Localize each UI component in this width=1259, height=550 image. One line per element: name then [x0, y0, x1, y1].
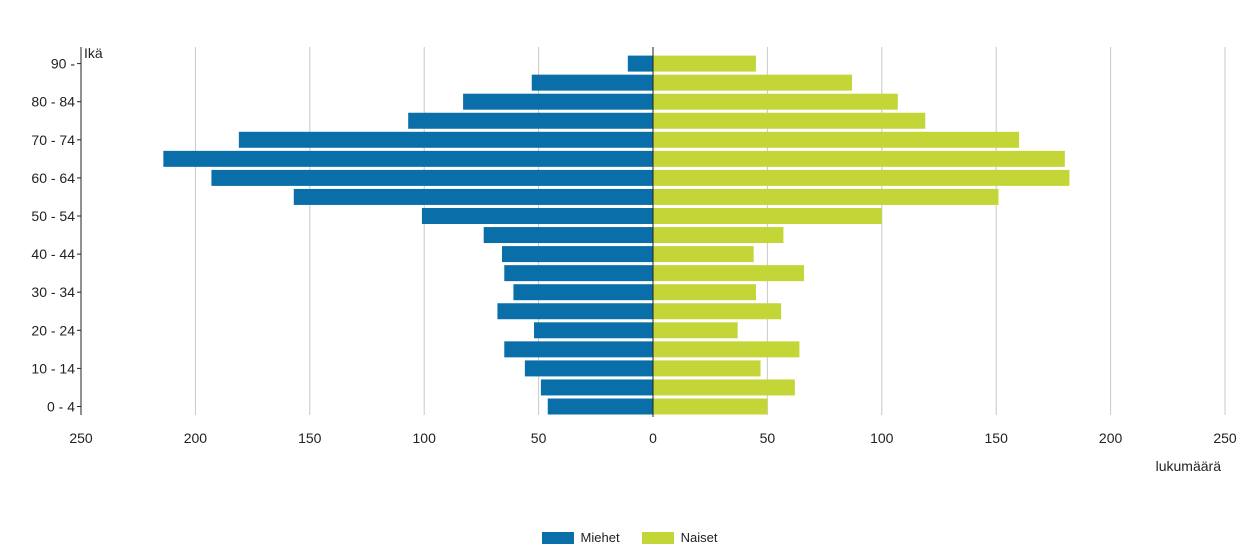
- bar-miehet-25-29[interactable]: [497, 303, 653, 320]
- y-tick-label-6: 30 - 34: [31, 284, 75, 300]
- bar-naiset-60-64[interactable]: [653, 169, 1070, 186]
- x-tick-label-5: 0: [649, 430, 657, 446]
- y-tick-label-14: 70 - 74: [31, 132, 75, 148]
- y-tick-label-2: 10 - 14: [31, 360, 75, 376]
- legend-swatch-naiset: [641, 531, 674, 544]
- x-tick-label-1: 200: [184, 430, 208, 446]
- x-tick-label-0: 250: [69, 430, 93, 446]
- bars-layer: [163, 55, 1070, 415]
- bar-miehet-0-4[interactable]: [547, 398, 653, 415]
- legend-label-miehet: Miehet: [580, 530, 620, 545]
- x-tick-label-9: 200: [1099, 430, 1123, 446]
- text-layer: 0 - 4 10 - 14 20 - 24 30 - 34 40 - 44 50 - 54…: [31, 45, 1236, 474]
- bar-miehet-65-69[interactable]: [163, 150, 653, 167]
- y-tick-label-16: 80 - 84: [31, 94, 75, 110]
- bar-miehet-85-89[interactable]: [531, 74, 653, 91]
- bar-miehet-20-24[interactable]: [534, 322, 653, 339]
- y-axis-title: Ikä: [84, 45, 103, 61]
- x-tick-label-2: 150: [298, 430, 322, 446]
- bar-miehet-45-49[interactable]: [483, 227, 653, 244]
- bar-naiset-35-39[interactable]: [653, 265, 805, 282]
- bar-naiset-50-54[interactable]: [653, 208, 882, 224]
- legend-item-miehet[interactable]: Miehet: [541, 530, 620, 545]
- y-tick-label-4: 20 - 24: [31, 322, 75, 338]
- bar-miehet-35-39[interactable]: [504, 265, 653, 282]
- x-tick-label-8: 150: [985, 430, 1009, 446]
- bar-miehet-40-44[interactable]: [501, 246, 653, 263]
- bar-miehet-10-14[interactable]: [524, 360, 653, 377]
- legend: Miehet Naiset: [0, 530, 1259, 545]
- bar-naiset-65-69[interactable]: [653, 150, 1065, 167]
- x-tick-label-6: 50: [760, 430, 776, 446]
- bar-naiset-0-4[interactable]: [653, 398, 768, 415]
- bar-naiset-70-74[interactable]: [653, 131, 1020, 148]
- bar-naiset-55-59[interactable]: [653, 188, 999, 205]
- x-tick-label-4: 50: [531, 430, 547, 446]
- bar-miehet-55-59[interactable]: [293, 188, 653, 205]
- y-tick-label-10: 50 - 54: [31, 208, 75, 224]
- bar-naiset-25-29[interactable]: [653, 303, 782, 320]
- y-tick-label-0: 0 - 4: [47, 399, 75, 415]
- bar-naiset-30-34[interactable]: [653, 284, 756, 301]
- legend-label-naiset: Naiset: [680, 530, 718, 545]
- bar-miehet-50-54[interactable]: [421, 208, 653, 224]
- bar-naiset-15-19[interactable]: [653, 341, 800, 358]
- y-tick-label-18: 90 -: [51, 56, 75, 72]
- axis-layer: [77, 47, 654, 417]
- bar-naiset-80-84[interactable]: [653, 93, 898, 110]
- x-tick-label-7: 100: [870, 430, 894, 446]
- bar-naiset-5-9[interactable]: [653, 379, 795, 396]
- bar-miehet-30-34[interactable]: [513, 284, 653, 301]
- bar-miehet-80-84[interactable]: [463, 93, 653, 110]
- chart-svg: 0 - 4 10 - 14 20 - 24 30 - 34 40 - 44 50 - 54…: [31, 45, 1236, 474]
- bar-miehet-70-74[interactable]: [238, 131, 653, 148]
- y-tick-label-12: 60 - 64: [31, 170, 75, 186]
- bar-miehet-75-79[interactable]: [408, 112, 653, 129]
- bar-miehet-15-19[interactable]: [504, 341, 653, 358]
- y-tick-label-8: 40 - 44: [31, 246, 75, 262]
- bar-naiset-90-plus[interactable]: [653, 55, 756, 72]
- bar-naiset-75-79[interactable]: [653, 112, 926, 129]
- x-axis-title: lukumäärä: [1156, 458, 1222, 474]
- bar-naiset-45-49[interactable]: [653, 227, 784, 244]
- legend-item-naiset[interactable]: Naiset: [641, 530, 718, 545]
- legend-swatch-miehet: [541, 531, 574, 544]
- bar-naiset-20-24[interactable]: [653, 322, 738, 339]
- bar-naiset-10-14[interactable]: [653, 360, 761, 377]
- bar-miehet-5-9[interactable]: [540, 379, 653, 396]
- x-tick-label-10: 250: [1213, 430, 1237, 446]
- bar-naiset-40-44[interactable]: [653, 246, 754, 263]
- bar-miehet-90-plus[interactable]: [627, 55, 653, 72]
- bar-naiset-85-89[interactable]: [653, 74, 853, 91]
- bar-miehet-60-64[interactable]: [211, 169, 654, 186]
- x-tick-label-3: 100: [413, 430, 437, 446]
